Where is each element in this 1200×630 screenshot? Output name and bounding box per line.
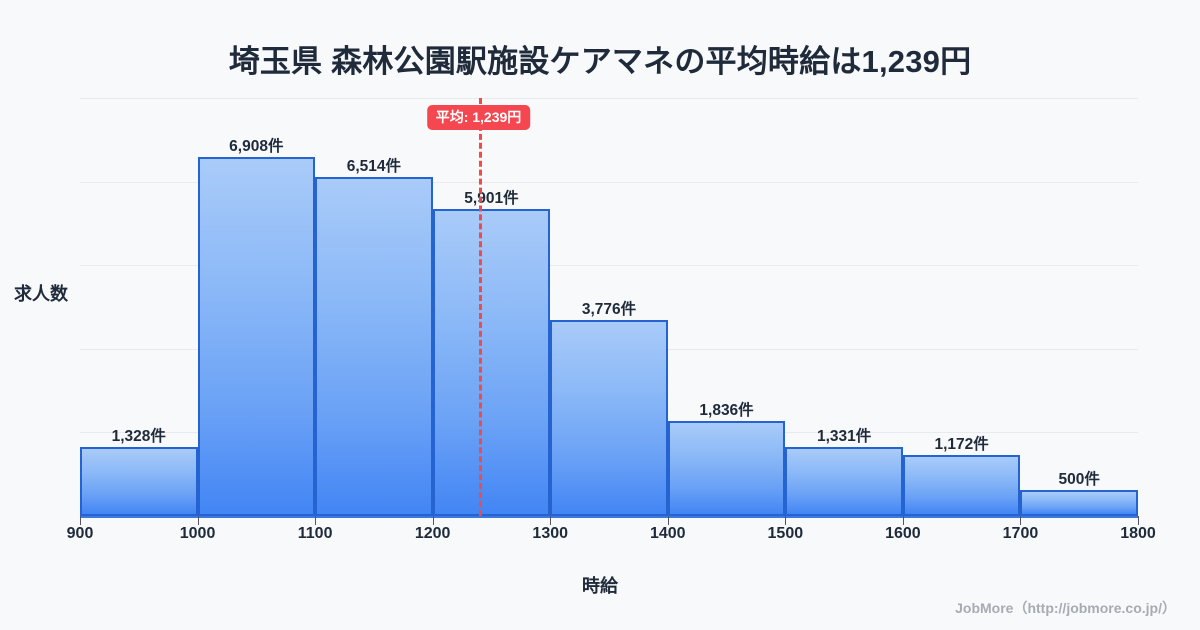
bar[interactable] — [667, 420, 786, 516]
x-axis-baseline — [80, 516, 1138, 518]
page-title: 埼玉県 森林公園駅施設ケアマネの平均時給は1,239円 — [228, 44, 972, 79]
x-axis-tick-label: 1100 — [297, 525, 333, 542]
bar-value-label: 1,172件 — [934, 436, 989, 454]
footer-credit: JobMore（http://jobmore.co.jp/） — [955, 600, 1176, 616]
x-axis-tick-label: 1000 — [179, 525, 216, 542]
bar-value-label: 1,836件 — [699, 401, 754, 419]
gridline — [80, 265, 1138, 266]
x-axis-tick — [550, 516, 552, 525]
x-axis-tick-label: 1300 — [532, 525, 569, 542]
x-axis-tick — [315, 516, 317, 525]
plot-area: 1,328件 6,908件 6,514件 5,901件 3,776件 1,836件 1,33… — [80, 98, 1138, 516]
bar-value-label: 1,331件 — [816, 427, 872, 445]
average-line — [478, 98, 482, 516]
bar[interactable] — [315, 177, 433, 516]
x-axis-tick-label: 1700 — [1002, 525, 1039, 542]
x-axis-tick-label: 1200 — [414, 525, 451, 542]
bar-value-label: 5,901件 — [464, 190, 519, 208]
x-axis-tick-label: 1600 — [885, 525, 921, 542]
average-badge: 平均: 1,239円 — [426, 105, 531, 131]
bar[interactable] — [550, 319, 668, 516]
x-axis-tick — [1138, 516, 1139, 525]
x-axis-tick — [432, 516, 434, 525]
bar[interactable] — [80, 446, 198, 516]
bar[interactable] — [432, 209, 551, 516]
bar-value-label: 3,776件 — [581, 300, 637, 318]
bar[interactable] — [197, 156, 316, 516]
x-axis-tick — [785, 516, 787, 525]
gridline — [80, 182, 1138, 183]
x-axis-title: 時給 — [582, 576, 618, 596]
bar[interactable] — [902, 455, 1021, 516]
x-axis-tick-label: 1500 — [767, 525, 804, 542]
bar[interactable] — [785, 446, 903, 516]
x-axis-tick — [667, 516, 669, 525]
x-axis-tick-label: 1800 — [1120, 525, 1156, 542]
bar-value-label: 6,514件 — [346, 158, 402, 176]
x-axis-tick — [80, 516, 81, 525]
gridline — [80, 98, 1138, 99]
x-axis-tick-label: 1400 — [649, 525, 686, 542]
x-axis-tick-label: 900 — [66, 525, 94, 542]
bar[interactable] — [1020, 490, 1138, 516]
bar-value-label: 6,908件 — [229, 137, 284, 155]
bar-value-label: 500件 — [1058, 471, 1100, 488]
y-axis-title: 求人数 — [14, 284, 68, 304]
x-axis-tick — [1020, 516, 1022, 525]
bar-value-label: 1,328件 — [111, 427, 166, 445]
x-axis-tick — [197, 516, 199, 525]
x-axis-tick — [902, 516, 904, 525]
